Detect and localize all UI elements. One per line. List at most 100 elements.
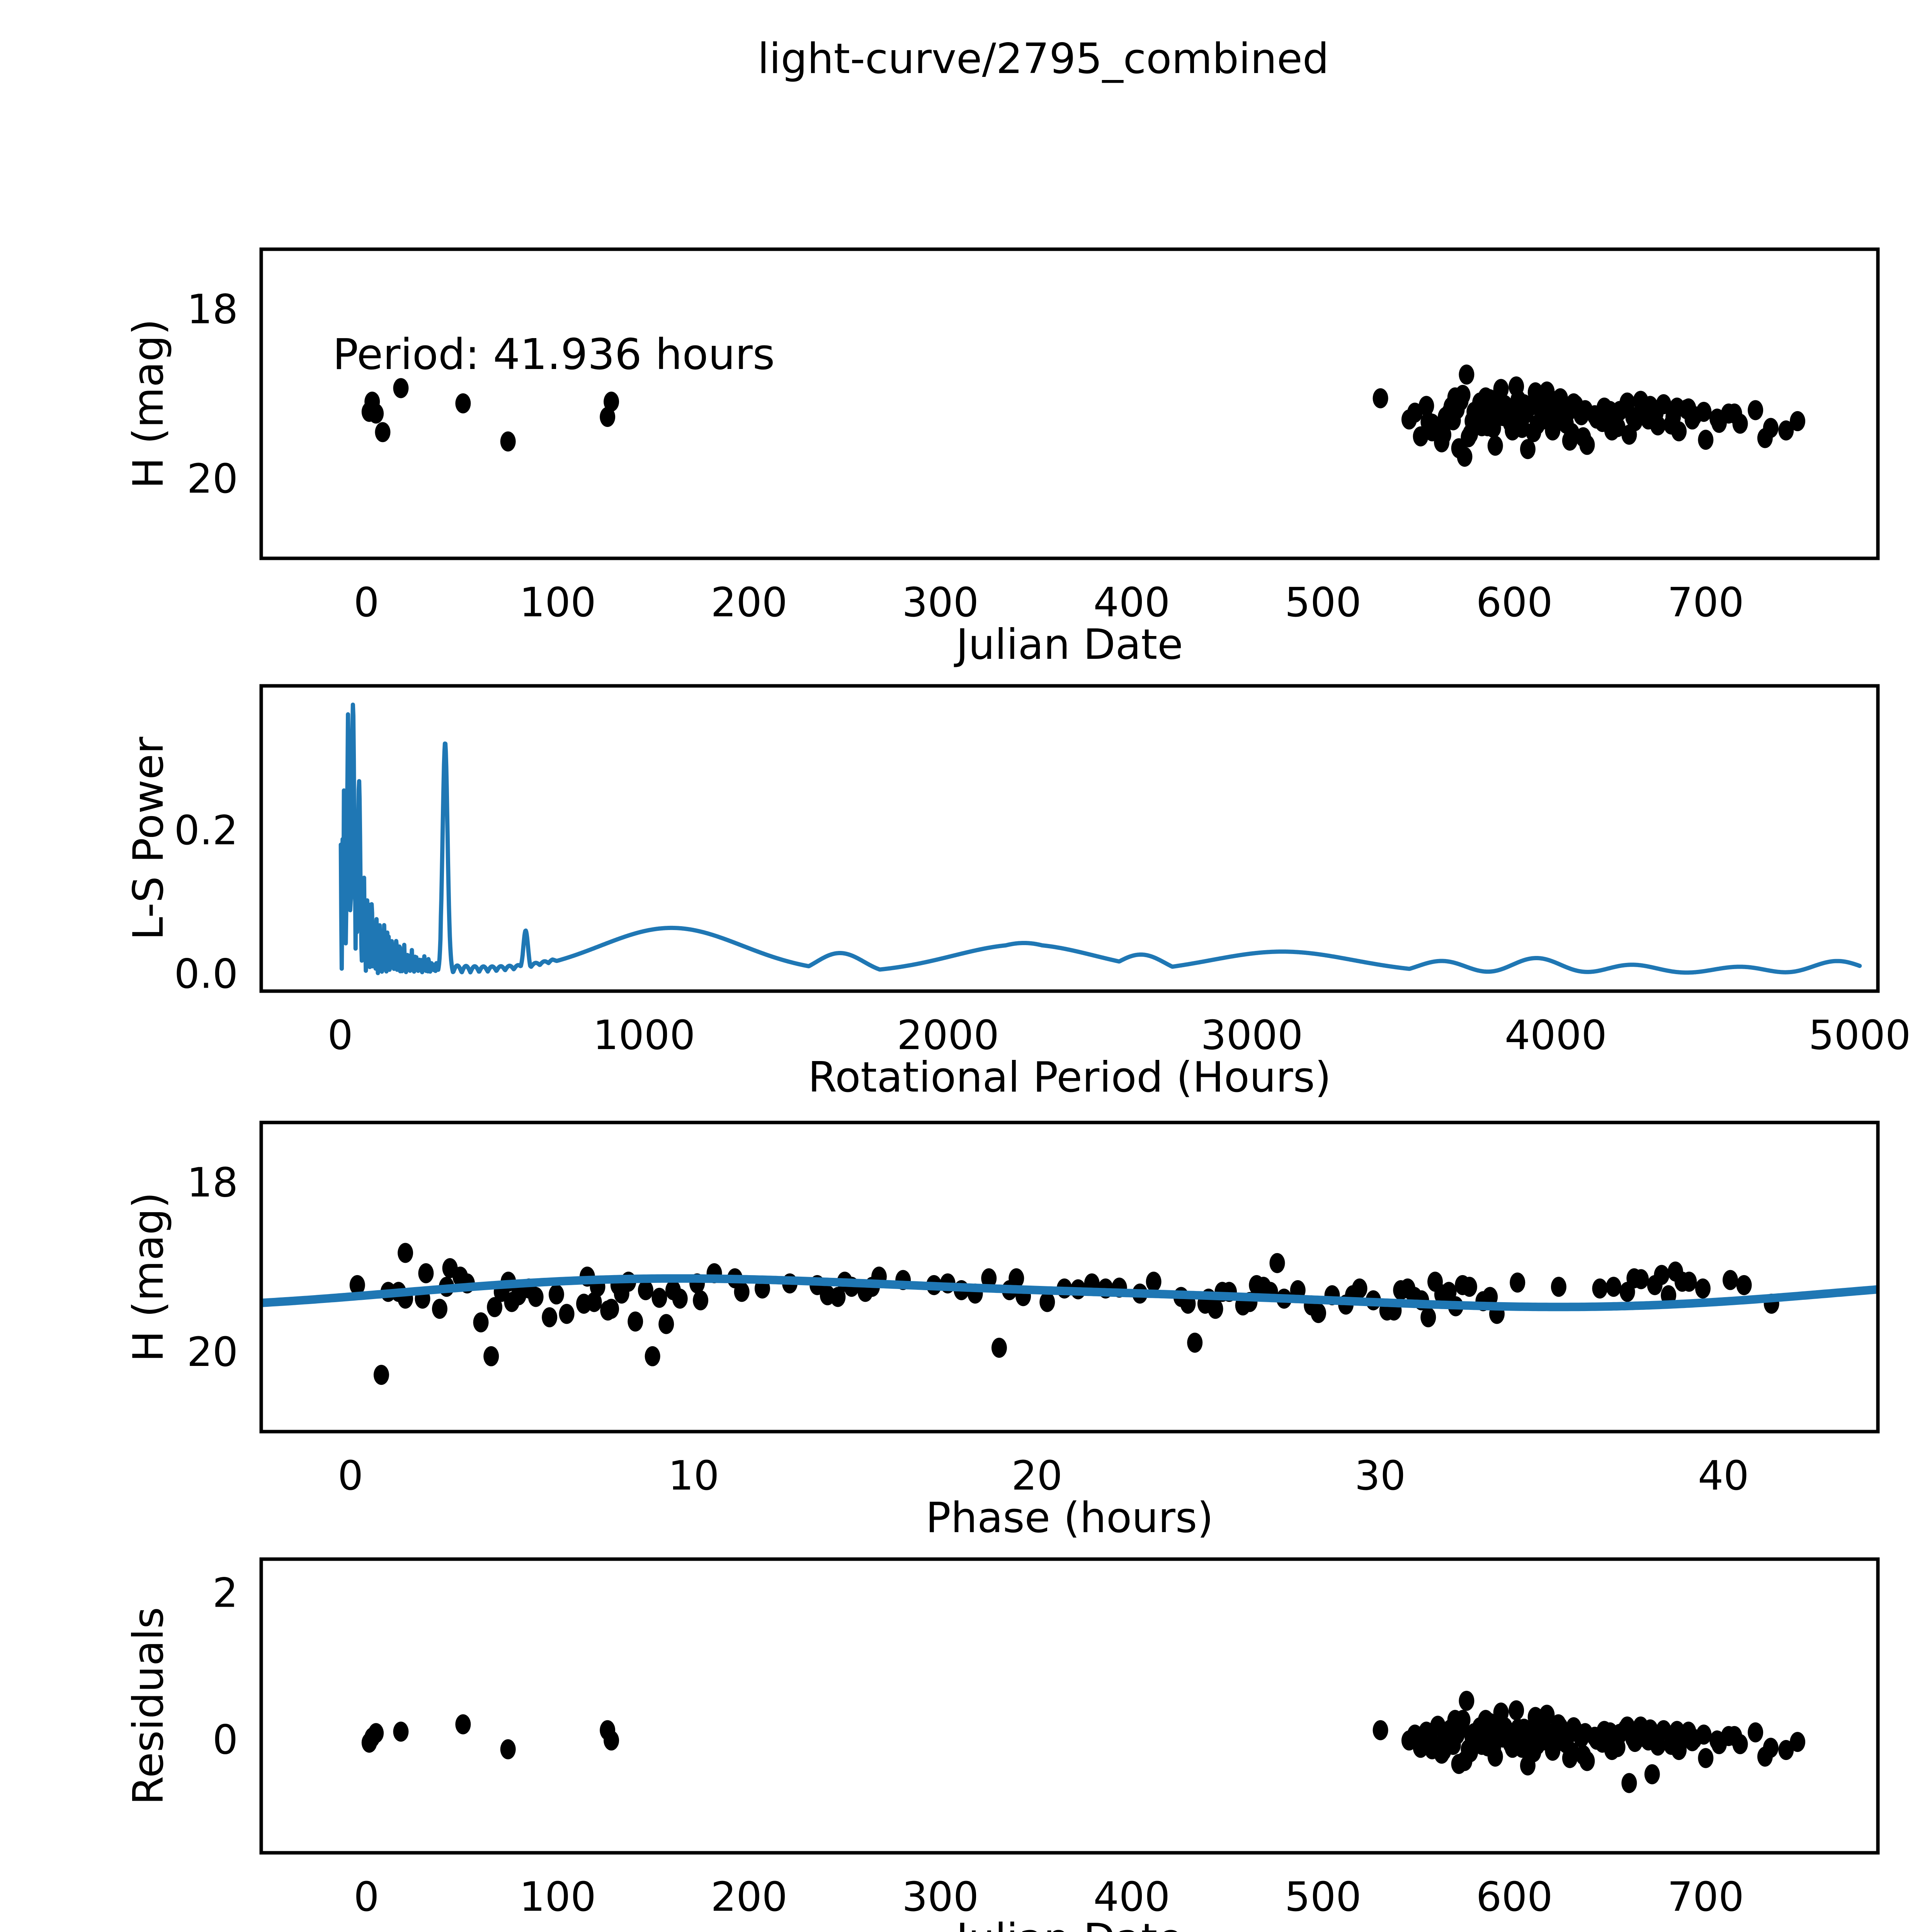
- data-point: [1497, 1717, 1513, 1738]
- data-point: [1579, 1751, 1595, 1771]
- data-point: [452, 1266, 468, 1287]
- data-point: [1424, 421, 1440, 442]
- data-point: [604, 391, 619, 412]
- data-point: [991, 1338, 1007, 1358]
- x-tick-label: 200: [711, 1873, 787, 1920]
- data-point: [672, 1288, 688, 1309]
- y-tick-label: 20: [187, 455, 238, 502]
- x-tick-label: 600: [1476, 579, 1553, 626]
- data-point: [1463, 423, 1478, 444]
- data-point: [398, 1243, 413, 1263]
- data-point: [1551, 1714, 1566, 1735]
- data-point: [1505, 420, 1520, 441]
- x-tick-label: 30: [1355, 1452, 1406, 1499]
- x-axis-label: Rotational Period (Hours): [808, 1053, 1331, 1102]
- data-point: [1650, 415, 1666, 435]
- data-point: [1009, 1268, 1024, 1289]
- data-point: [364, 391, 380, 412]
- panel-residuals: 0 100 200 300 400 500 600 700 0 2 Julian Date Resid…: [124, 1557, 1880, 1932]
- data-point: [1547, 1730, 1563, 1750]
- panel-periodogram-plot-area: [338, 702, 1862, 975]
- y-tick-label: 18: [187, 1159, 238, 1206]
- x-tick-label: 200: [711, 579, 787, 626]
- data-point: [1455, 1275, 1471, 1295]
- data-point: [1596, 1721, 1612, 1741]
- data-point: [1463, 1742, 1478, 1762]
- data-point: [1698, 1748, 1714, 1768]
- data-point: [1418, 396, 1434, 416]
- data-point: [1509, 1700, 1524, 1721]
- periodogram-line: [338, 702, 1862, 975]
- data-point: [393, 1721, 409, 1742]
- data-point: [1269, 1253, 1285, 1273]
- data-point: [487, 1297, 503, 1317]
- sinusoid-fit-line: [261, 1274, 1878, 1311]
- data-point: [1644, 1764, 1660, 1784]
- data-point: [1621, 1773, 1637, 1793]
- data-point: [1748, 1722, 1764, 1743]
- data-point: [1466, 401, 1482, 422]
- data-point: [511, 1285, 527, 1306]
- x-tick-label: 300: [902, 1873, 979, 1920]
- x-tick-label: 2000: [897, 1012, 999, 1059]
- data-point: [1681, 1272, 1697, 1292]
- y-tick-label: 0: [213, 1716, 238, 1764]
- data-point: [1619, 1716, 1635, 1737]
- panel-lightcurve: 0 100 200 300 400 500 600 700 20 18 Julian Date H (…: [124, 247, 1880, 669]
- data-point: [1527, 382, 1543, 403]
- data-point: [628, 1311, 643, 1332]
- panel-phase-fold-plot-area: [261, 1243, 1878, 1385]
- data-point: [1520, 439, 1536, 459]
- x-tick-label: 400: [1094, 579, 1170, 626]
- data-point: [1608, 1735, 1624, 1756]
- data-point: [1684, 1731, 1700, 1752]
- x-tick-label: 500: [1285, 579, 1362, 626]
- data-point: [1654, 1265, 1670, 1285]
- data-point: [1711, 1734, 1727, 1754]
- figure-title: light-curve/2795_combined: [757, 35, 1329, 83]
- data-point: [1736, 1275, 1752, 1295]
- data-point: [1372, 1720, 1388, 1740]
- x-tick-label: 0: [354, 579, 379, 626]
- x-tick-label: 5000: [1808, 1012, 1911, 1059]
- data-point: [1474, 416, 1490, 437]
- x-tick-label: 300: [902, 579, 979, 626]
- data-point: [820, 1285, 835, 1306]
- panel-phase-fold: 0 10 20 30 40 20 18 Phase (hours) H (mag): [124, 1121, 1880, 1542]
- data-point: [1790, 1732, 1806, 1752]
- data-point: [604, 1730, 619, 1751]
- x-tick-label: 100: [519, 579, 596, 626]
- plot-frame: [259, 247, 1880, 560]
- series-red-band: [361, 376, 1806, 467]
- x-tick-label: 700: [1667, 579, 1744, 626]
- x-axis-label: Phase (hours): [926, 1494, 1214, 1542]
- x-tick-label: 700: [1667, 1873, 1744, 1920]
- y-tick-label: 20: [187, 1328, 238, 1376]
- data-point: [1400, 1278, 1415, 1299]
- data-point: [455, 393, 471, 413]
- data-point: [349, 1275, 365, 1295]
- data-point: [1487, 435, 1503, 456]
- data-point: [1695, 1278, 1711, 1299]
- data-point: [1608, 414, 1624, 435]
- data-point: [1455, 1710, 1471, 1730]
- data-point: [1711, 413, 1727, 433]
- data-point: [1424, 1739, 1440, 1760]
- data-point: [418, 1263, 434, 1284]
- data-point: [1562, 430, 1578, 451]
- data-point: [455, 1714, 471, 1735]
- data-point: [638, 1280, 653, 1300]
- data-point: [734, 1282, 750, 1302]
- data-point: [604, 1299, 619, 1319]
- y-tick-label: 0.0: [174, 951, 238, 998]
- data-point: [1656, 394, 1672, 415]
- data-point: [1551, 1277, 1566, 1297]
- data-point: [1505, 1738, 1520, 1758]
- data-point: [1443, 1718, 1459, 1739]
- data-point: [559, 1304, 575, 1324]
- data-point: [1575, 427, 1591, 447]
- data-point: [1459, 1690, 1475, 1711]
- x-tick-label: 100: [519, 1873, 596, 1920]
- data-point: [528, 1287, 544, 1307]
- data-point: [500, 1739, 516, 1760]
